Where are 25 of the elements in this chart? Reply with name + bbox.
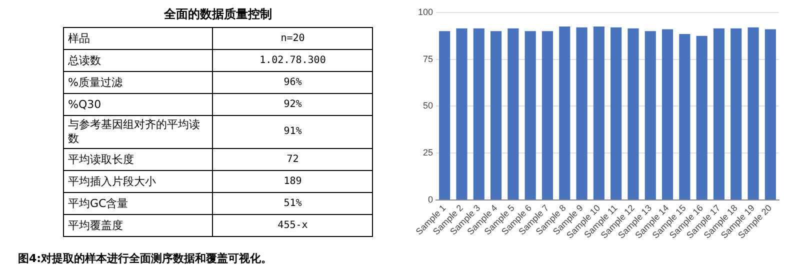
text: n=20 (280, 32, 305, 44)
category-label: %质量过滤 (64, 72, 213, 94)
text: 455-x (278, 220, 308, 230)
text: 91% (284, 126, 302, 137)
category-label: 平均读取长度 (64, 148, 213, 170)
text: 92% (284, 98, 302, 110)
y-tick-label: 25 (423, 148, 434, 158)
category-label: 平均插入片段大小 (64, 170, 213, 192)
y-tick-label: 75 (423, 54, 434, 64)
category-label: 与参考基因组对齐的平均读数 (64, 116, 213, 148)
caption: 图4:对提取的样本进行全面测序数据和覆盖可视化。 (18, 251, 272, 266)
text: 全面的数据质量控制 (163, 6, 273, 23)
y-tick-label: 100 (418, 6, 434, 17)
y-tick-label: 50 (423, 100, 434, 111)
category-label: 总读数 (64, 50, 213, 72)
text: 51% (284, 198, 302, 208)
text: 189 (284, 176, 302, 186)
category-label: 平均GC含量 (64, 192, 213, 214)
category-label: 平均覆盖度 (64, 214, 213, 236)
text: 1.02.78.300 (260, 54, 326, 66)
text: 72 (286, 154, 299, 164)
category-label: %Q30 (64, 94, 213, 116)
category-label: 样品 (64, 28, 213, 50)
y-tick-label: 0 (428, 194, 434, 204)
text: 96% (284, 76, 302, 88)
